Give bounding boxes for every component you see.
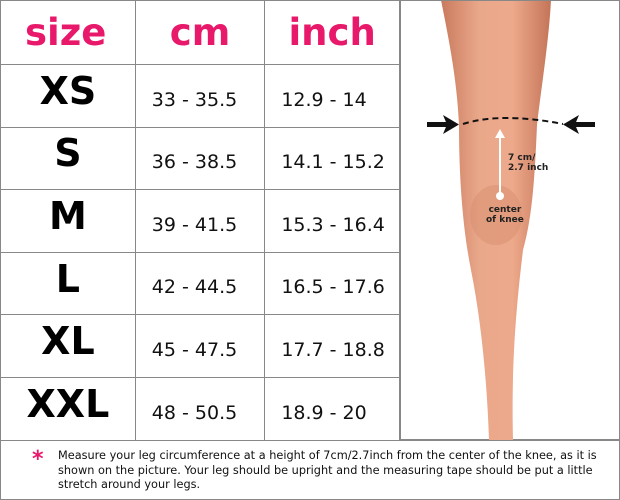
header-row: size cm inch xyxy=(0,0,400,65)
size-cell: XS xyxy=(0,64,136,128)
footer-note: * Measure your leg circumference at a he… xyxy=(0,440,620,500)
cm-cell: 48 - 50.5 xyxy=(134,376,266,441)
cm-cell: 42 - 44.5 xyxy=(134,251,266,316)
table-row: XS 33 - 35.5 12.9 - 14 xyxy=(0,64,400,128)
right-arrow-icon xyxy=(563,115,595,134)
size-cell: XXL xyxy=(0,376,136,441)
cm-cell: 45 - 47.5 xyxy=(134,314,266,378)
inch-cell: 14.1 - 15.2 xyxy=(264,126,400,191)
inch-cell: 15.3 - 16.4 xyxy=(264,189,400,253)
center-line1: center xyxy=(488,205,522,215)
measurement-instructions: Measure your leg circumference at a heig… xyxy=(58,449,597,491)
inch-cell: 16.5 - 17.6 xyxy=(264,251,400,316)
size-table: size cm inch XS 33 - 35.5 12.9 - 14 S 36 - … xyxy=(0,0,400,441)
table-row: S 36 - 38.5 14.1 - 15.2 xyxy=(0,126,400,191)
header-inch: inch xyxy=(264,0,400,65)
measuring-tape-line xyxy=(462,117,564,125)
distance-line1: 7 cm/ xyxy=(508,153,536,163)
center-line2: of knee xyxy=(486,215,524,225)
leg-illustration xyxy=(427,0,595,440)
table-row: L 42 - 44.5 16.5 - 17.6 xyxy=(0,251,400,316)
left-arrow-icon xyxy=(427,115,459,134)
up-arrow-icon xyxy=(495,129,505,200)
header-size: size xyxy=(0,0,136,65)
inch-cell: 12.9 - 14 xyxy=(264,64,400,128)
cm-cell: 36 - 38.5 xyxy=(134,126,266,191)
distance-label: 7 cm/ 2.7 inch xyxy=(508,153,548,173)
asterisk-icon: * xyxy=(32,447,44,472)
cm-cell: 33 - 35.5 xyxy=(134,64,266,128)
inch-cell: 18.9 - 20 xyxy=(264,376,400,441)
size-cell: M xyxy=(0,189,136,253)
size-cell: S xyxy=(0,126,136,191)
distance-line2: 2.7 inch xyxy=(508,163,549,173)
inch-cell: 17.7 - 18.8 xyxy=(264,314,400,378)
size-cell: L xyxy=(0,251,136,316)
table-row: XXL 48 - 50.5 18.9 - 20 xyxy=(0,376,400,441)
table-row: M 39 - 41.5 15.3 - 16.4 xyxy=(0,189,400,253)
knee-measurement-picture: 7 cm/ 2.7 inch center of knee xyxy=(400,0,620,440)
center-of-knee-label: center of knee xyxy=(486,205,524,225)
cm-cell: 39 - 41.5 xyxy=(134,189,266,253)
